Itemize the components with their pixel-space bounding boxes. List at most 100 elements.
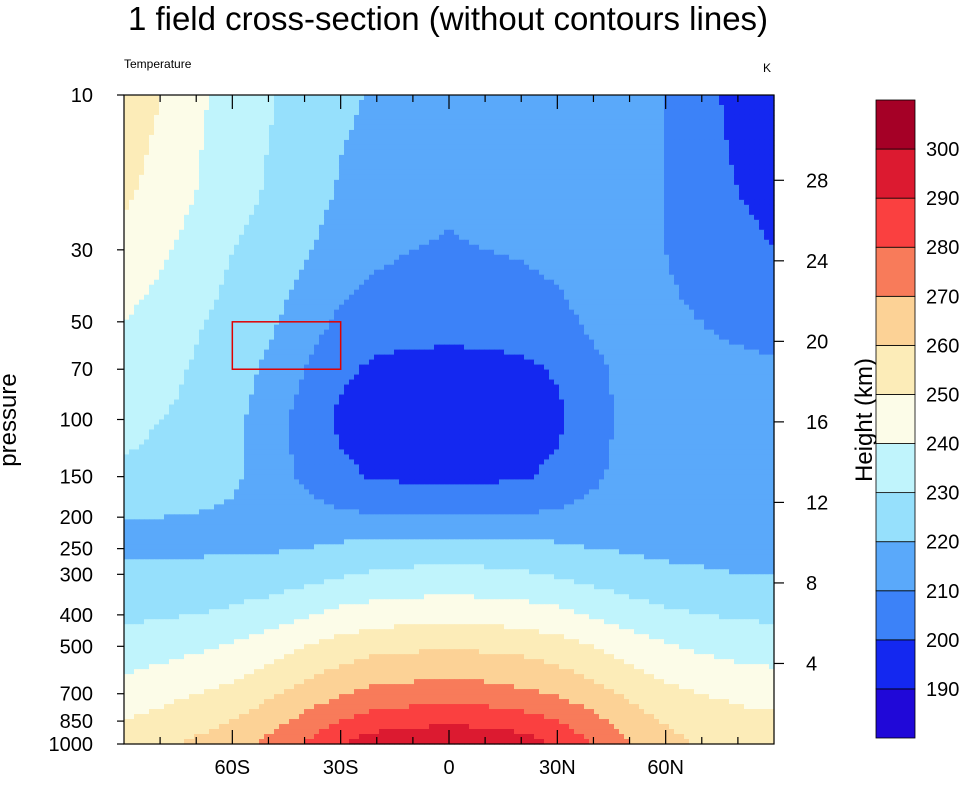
field-cell — [184, 129, 190, 136]
field-cell — [404, 219, 410, 226]
field-cell — [534, 124, 540, 131]
field-cell — [284, 239, 290, 246]
field-cell — [179, 184, 185, 191]
field-cell — [329, 204, 335, 211]
field-cell — [369, 254, 375, 261]
field-cell — [349, 199, 355, 206]
field-cell — [349, 269, 355, 276]
field-cell — [254, 184, 260, 191]
field-cell — [514, 189, 520, 196]
field-cell — [694, 199, 700, 206]
field-cell — [419, 119, 425, 126]
field-cell — [674, 149, 680, 156]
field-cell — [329, 279, 335, 286]
field-cell — [169, 184, 175, 191]
field-cell — [204, 229, 210, 236]
field-cell — [499, 179, 505, 186]
field-cell — [499, 104, 505, 111]
field-cell — [419, 95, 425, 101]
field-cell — [274, 139, 280, 146]
field-cell — [614, 234, 620, 241]
field-cell — [169, 114, 175, 121]
field-cell — [589, 159, 595, 166]
field-cell — [674, 224, 680, 231]
field-cell — [534, 179, 540, 186]
field-cell — [234, 234, 240, 241]
field-cell — [539, 264, 545, 271]
field-cell — [269, 234, 275, 241]
field-cell — [124, 189, 130, 196]
field-cell — [669, 199, 675, 206]
field-cell — [449, 269, 455, 276]
field-cell — [159, 159, 165, 166]
field-cell — [294, 154, 300, 161]
field-cell — [734, 104, 740, 111]
field-cell — [574, 109, 580, 116]
field-cell — [254, 234, 260, 241]
field-cell — [184, 269, 190, 276]
field-cell — [504, 129, 510, 136]
field-cell — [639, 249, 645, 256]
field-cell — [694, 229, 700, 236]
field-cell — [399, 109, 405, 116]
field-cell — [439, 244, 445, 251]
field-cell — [344, 244, 350, 251]
field-cell — [769, 279, 775, 286]
field-cell — [729, 269, 735, 276]
field-cell — [594, 219, 600, 226]
field-cell — [234, 214, 240, 221]
field-cell — [314, 199, 320, 206]
field-cell — [459, 174, 465, 181]
field-cell — [689, 129, 695, 136]
field-cell — [179, 149, 185, 156]
field-cell — [169, 249, 175, 256]
field-cell — [719, 149, 725, 156]
field-cell — [159, 269, 165, 276]
field-cell — [674, 204, 680, 211]
field-cell — [609, 204, 615, 211]
field-cell — [679, 109, 685, 116]
field-cell — [394, 214, 400, 221]
field-cell — [344, 174, 350, 181]
field-cell — [484, 129, 490, 136]
field-cell — [464, 269, 470, 276]
field-cell — [414, 254, 420, 261]
field-cell — [409, 164, 415, 171]
field-cell — [579, 239, 585, 246]
field-cell — [174, 99, 180, 106]
field-cell — [624, 254, 630, 261]
field-cell — [734, 184, 740, 191]
field-cell — [504, 179, 510, 186]
field-cell — [204, 259, 210, 266]
field-cell — [704, 99, 710, 106]
field-cell — [434, 164, 440, 171]
field-cell — [189, 154, 195, 161]
field-cell — [484, 99, 490, 106]
field-cell — [549, 254, 555, 261]
field-cell — [289, 104, 295, 111]
field-cell — [159, 174, 165, 181]
field-cell — [614, 174, 620, 181]
field-cell — [239, 184, 245, 191]
field-cell — [604, 164, 610, 171]
field-cell — [564, 219, 570, 226]
field-cell — [694, 159, 700, 166]
field-cell — [429, 269, 435, 276]
field-cell — [289, 149, 295, 156]
field-cell — [769, 244, 775, 251]
field-cell — [284, 249, 290, 256]
field-cell — [164, 144, 170, 151]
field-cell — [469, 279, 475, 286]
field-cell — [659, 244, 665, 251]
field-cell — [259, 224, 265, 231]
field-cell — [404, 124, 410, 131]
field-cell — [259, 104, 265, 111]
field-cell — [579, 129, 585, 136]
field-cell — [669, 224, 675, 231]
field-cell — [634, 199, 640, 206]
field-cell — [189, 274, 195, 281]
field-cell — [379, 284, 385, 291]
field-cell — [189, 119, 195, 126]
field-cell — [454, 139, 460, 146]
field-cell — [414, 174, 420, 181]
